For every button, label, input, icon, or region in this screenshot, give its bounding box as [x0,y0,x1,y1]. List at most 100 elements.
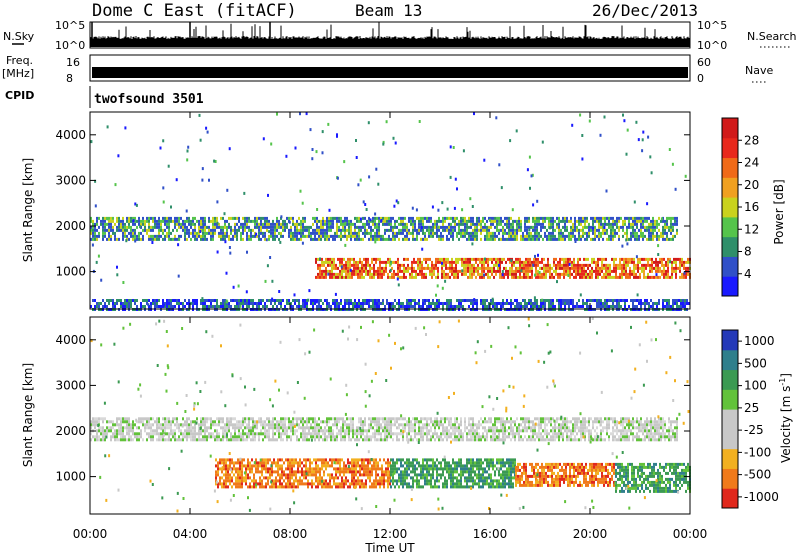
heat-cell [355,263,357,267]
heat-cell [260,417,262,421]
heat-cell [340,234,342,238]
heat-cell [240,225,242,229]
heat-cell [138,420,140,424]
heat-cell [478,435,480,439]
heat-cell [348,435,350,439]
heat-cell [308,429,310,433]
heat-cell [458,222,460,226]
heat-cell [456,435,458,439]
heat-cell [484,305,486,308]
heat-cell [605,269,607,273]
heat-cell [521,260,523,264]
heat-cell [178,299,180,302]
heat-cell [513,269,515,273]
heat-cell [392,417,394,421]
heat-cell [406,423,408,427]
heat-cell [428,234,430,238]
heat-cell [377,182,380,186]
heat-cell [530,234,532,238]
heat-cell [92,420,94,424]
heat-cell [376,216,378,220]
heat-cell [316,222,318,226]
heat-cell [150,302,152,305]
heat-cell [473,263,475,267]
heat-cell [260,237,262,241]
heat-cell [228,225,230,229]
heat-cell [562,237,564,241]
heat-cell [482,305,484,308]
heat-cell [546,228,548,232]
heat-cell [364,417,366,421]
heat-cell [288,435,290,439]
heat-cell [370,299,372,302]
heat-cell [563,257,565,261]
heat-cell [530,237,532,241]
heat-cell [537,253,539,257]
heat-cell [330,234,332,238]
heat-cell [311,148,314,151]
heat-cell [126,299,128,302]
heat-cell [170,432,172,436]
heat-cell [400,216,402,220]
heat-cell [204,432,206,436]
heat-cell [435,275,437,279]
heat-cell [631,257,633,261]
nsky-trace-path [89,22,690,47]
heat-cell [296,222,298,226]
heat-cell [424,225,426,229]
heat-cell [332,438,334,442]
heat-cell [441,269,443,273]
heat-cell [384,420,386,424]
heat-cell [440,302,442,305]
heat-cell [185,209,188,213]
heat-cell [132,237,134,241]
heat-cell [481,272,483,276]
heat-cell [330,426,332,430]
heat-cell [256,219,258,223]
heat-cell [528,299,530,302]
heat-cell [525,260,527,264]
heat-cell [642,231,644,235]
heat-cell [391,260,393,264]
heat-cell [436,302,438,305]
heat-cell [342,228,344,232]
heat-cell [436,305,438,308]
heat-cell [670,219,672,223]
heat-cell [387,272,389,276]
heat-cell [543,275,545,279]
heat-cell [487,269,489,273]
heat-cell [600,234,602,238]
heat-cell [507,269,509,273]
heat-cell [415,269,417,273]
heat-cell [276,234,278,238]
heat-cell [454,420,456,424]
heat-cell [488,216,490,220]
heat-cell [330,228,332,232]
heat-cell [651,266,653,270]
heat-cell [317,266,319,270]
heat-cell [118,219,120,223]
heat-cell [465,257,467,261]
heat-cell [422,438,424,442]
heat-cell [114,429,116,433]
heat-cell [674,222,676,226]
heat-cell [192,432,194,436]
heat-cell [490,237,492,241]
heat-cell [204,429,206,433]
heat-cell [388,435,390,439]
heat-cell [603,263,605,267]
heat-cell [633,263,635,267]
heat-cell [102,231,104,235]
heat-cell [196,302,198,305]
heat-cell [560,302,562,305]
heat-cell [592,226,595,230]
heat-cell [546,216,548,220]
heat-cell [417,260,419,264]
heat-cell [526,225,528,229]
heat-cell [605,257,607,261]
heat-cell [430,234,432,238]
heat-cell [685,260,687,264]
heat-cell [414,432,416,436]
heat-cell [451,257,453,261]
heat-cell [500,228,502,232]
